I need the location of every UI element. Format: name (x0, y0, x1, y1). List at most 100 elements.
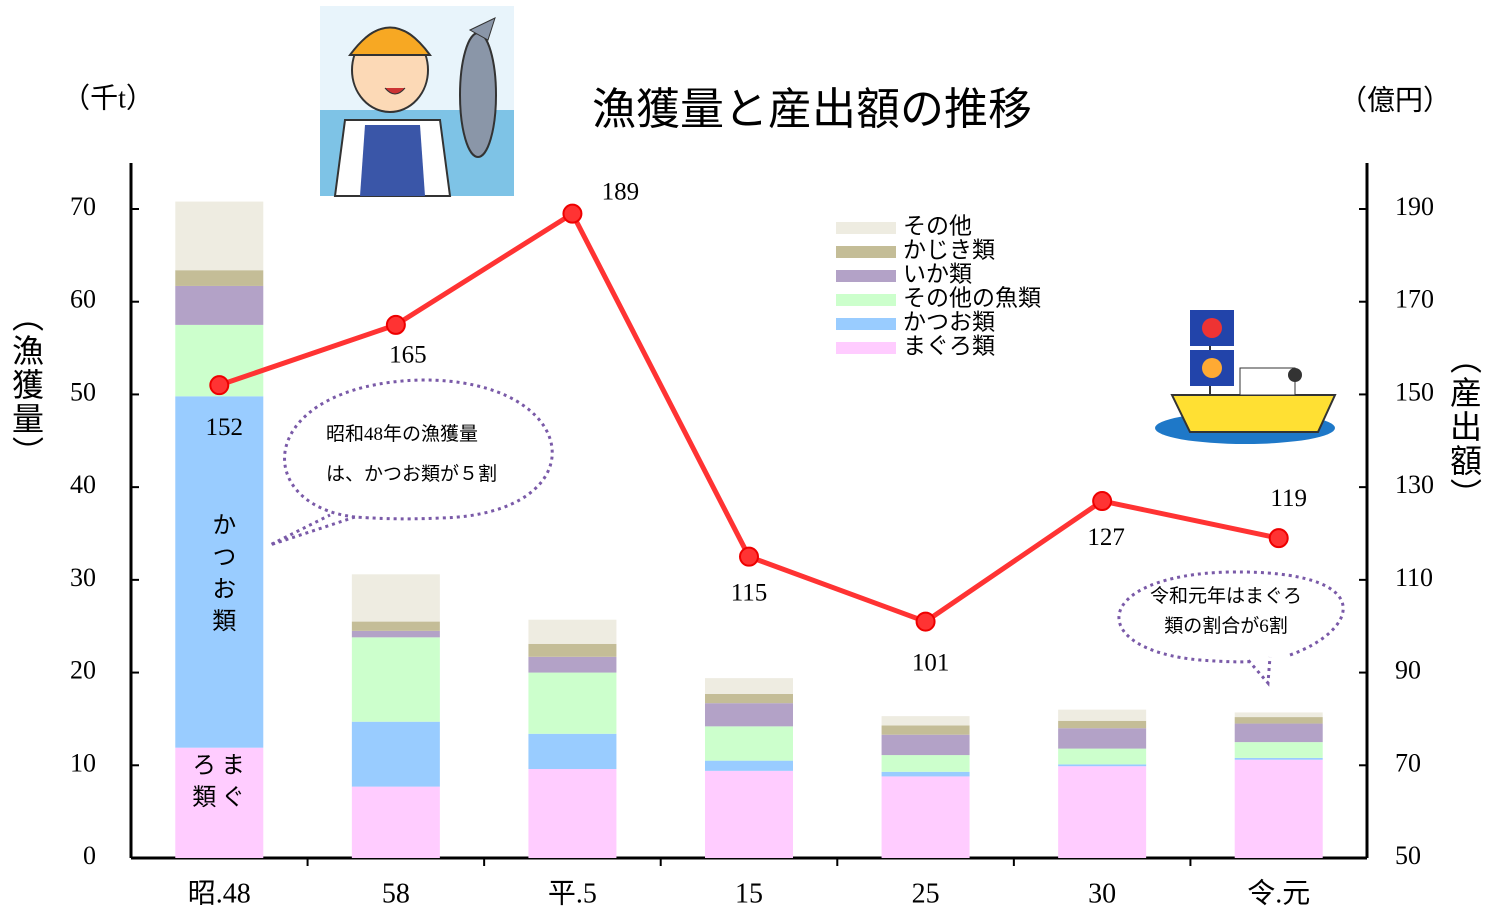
x-tick-label: 15 (735, 878, 763, 909)
legend-label: かじき類 (903, 237, 995, 262)
line-marker (209, 375, 230, 396)
x-tick-label: 平.5 (548, 878, 597, 909)
bar-segment (528, 733, 617, 769)
y-tick-label: 20 (70, 656, 96, 685)
y2-tick-label: 110 (1395, 563, 1433, 592)
data-label: 127 (1087, 524, 1125, 551)
x-tick-label: 昭.48 (188, 878, 251, 909)
line-marker (1268, 528, 1289, 549)
bar-segment (705, 678, 793, 694)
bar-segment (1234, 717, 1323, 724)
data-label: 101 (912, 649, 950, 676)
bar-segment (1234, 742, 1323, 758)
bar-segment (1058, 720, 1147, 729)
line-marker (562, 203, 583, 224)
bar-segment (705, 693, 793, 704)
bar-segment (1058, 709, 1147, 721)
chart-title: 漁獲量と産出額の推移 (592, 85, 1032, 134)
callout-line: は、かつお類が５割 (326, 464, 498, 485)
y2-unit: （億円） (1339, 84, 1451, 116)
legend-swatch (836, 270, 896, 282)
legend-label: いか類 (903, 261, 972, 286)
bar-segment (1234, 757, 1323, 760)
bar-segment (881, 716, 970, 726)
bar-segment (351, 630, 440, 638)
bar-segment (175, 201, 264, 271)
bar-segment (705, 770, 793, 858)
bar-segment (1058, 764, 1147, 767)
bar-segment (351, 637, 440, 722)
legend-swatch (836, 342, 896, 354)
bar-label: かつお類 (207, 512, 234, 640)
bar-segment (1058, 728, 1147, 749)
bar-segment (881, 725, 970, 735)
bar-segment (175, 270, 264, 286)
callout-2 (1117, 570, 1345, 687)
legend-swatch (836, 246, 896, 258)
bar-segment (881, 776, 970, 858)
bar-segment (1234, 759, 1323, 858)
bar-segment (881, 734, 970, 756)
y-tick-label: 10 (70, 748, 96, 777)
y-tick-label: 60 (70, 285, 96, 314)
x-tick-label: 58 (382, 878, 410, 909)
y-tick-label: 50 (70, 377, 96, 406)
boat-illustration (1155, 310, 1337, 444)
bar-segment (1234, 723, 1323, 743)
bar-segment (175, 747, 264, 858)
data-label: 165 (389, 342, 427, 369)
y2-tick-label: 70 (1395, 748, 1421, 777)
bar-segment (351, 721, 440, 787)
y2-tick-label: 50 (1395, 841, 1421, 870)
data-label: 119 (1270, 485, 1307, 512)
bar-segment (528, 619, 617, 644)
line-marker (385, 314, 406, 335)
legend-label: まぐろ類 (903, 333, 995, 358)
y2-tick-label: 190 (1395, 192, 1434, 221)
callout-line: 類の割合が6割 (1164, 616, 1288, 637)
callout-text: 昭和48年の漁獲量 は、かつお類が５割 (326, 415, 497, 495)
x-tick-label: 令.元 (1247, 877, 1310, 909)
y2-axis-title: （産出額） (1446, 342, 1482, 512)
y-tick-label: 70 (70, 192, 96, 221)
bar-segment (1058, 766, 1147, 858)
bar-segment (881, 755, 970, 772)
y-axis-title: （漁獲量） (8, 300, 44, 470)
bar-segment (1234, 712, 1323, 718)
bar-segment (1058, 748, 1147, 765)
bar-segment (175, 285, 264, 325)
x-tick-label: 30 (1088, 878, 1116, 909)
legend-swatch (836, 294, 896, 306)
bar-segment (351, 786, 440, 858)
bar-segment (528, 656, 617, 673)
data-label: 115 (731, 579, 768, 606)
bar-segment (881, 771, 970, 777)
bar-segment (705, 703, 793, 727)
data-label: 189 (602, 178, 640, 205)
bar-segment (528, 672, 617, 734)
legend-swatch (836, 318, 896, 330)
y2-tick-label: 170 (1395, 285, 1434, 314)
callout-line: 令和元年はまぐろ (1150, 586, 1303, 607)
y-tick-label: 40 (70, 470, 96, 499)
bar-segment (528, 768, 617, 858)
bar-segment (528, 643, 617, 657)
legend-swatch (836, 222, 896, 234)
bar-label: まぐろ類 (187, 752, 243, 816)
y2-tick-label: 150 (1395, 377, 1434, 406)
line-marker (915, 611, 936, 632)
legend-label: その他 (903, 213, 972, 238)
line-marker (739, 546, 759, 567)
fisherman-illustration (320, 6, 514, 197)
y-tick-label: 0 (83, 841, 96, 870)
callout-line: 昭和48年の漁獲量 (326, 424, 479, 445)
bar-segment (351, 621, 440, 631)
y2-tick-label: 90 (1395, 656, 1421, 685)
bar-segment (175, 396, 264, 748)
x-tick-label: 25 (912, 878, 940, 909)
legend-label: かつお類 (903, 309, 995, 334)
bar-segment (351, 574, 440, 622)
callout-text: 令和元年はまぐろ 類の割合が6割 (1150, 582, 1302, 642)
